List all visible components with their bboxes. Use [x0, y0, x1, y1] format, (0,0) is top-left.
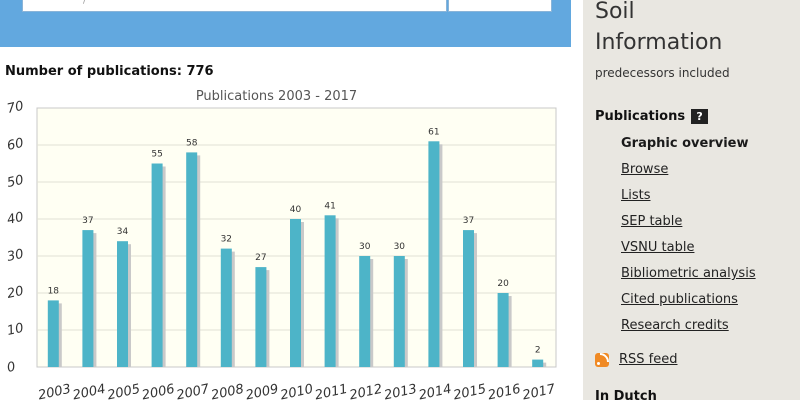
bar	[532, 359, 544, 367]
data-label: 20	[497, 279, 509, 289]
y-tick-label: 30	[6, 247, 25, 265]
bar	[359, 256, 371, 367]
bar	[47, 300, 59, 367]
sidebar-nav-link[interactable]: Cited publications	[621, 292, 738, 307]
sidebar-title-line1: Soil	[595, 0, 635, 24]
rss-feed-link[interactable]: RSS feed	[619, 352, 678, 367]
x-tick-label: 2017	[521, 382, 557, 400]
search-band: /	[0, 0, 571, 47]
data-label: 58	[186, 138, 198, 148]
data-label: 18	[48, 286, 60, 296]
sidebar-nav-link[interactable]: VSNU table	[621, 240, 695, 255]
help-icon[interactable]: ?	[691, 109, 709, 124]
data-label: 61	[428, 127, 439, 137]
sidebar-nav-link[interactable]: Bibliometric analysis	[621, 266, 756, 281]
y-tick-label: 50	[6, 173, 25, 191]
x-tick-label: 2006	[141, 382, 176, 400]
search-button[interactable]	[448, 0, 552, 12]
data-label: 30	[359, 242, 371, 252]
y-tick-label: 20	[6, 284, 25, 302]
y-tick-label: 40	[6, 210, 25, 228]
x-tick-label: 2010	[279, 382, 314, 400]
publication-count: Number of publications: 776	[5, 64, 214, 79]
rss-icon	[595, 352, 609, 367]
bar	[290, 219, 301, 367]
bar	[82, 230, 94, 367]
data-label: 37	[82, 216, 93, 226]
sidebar-title: Soil Information	[595, 0, 722, 58]
sidebar-nav-item[interactable]: Lists	[621, 188, 756, 214]
y-tick-label: 0	[6, 360, 17, 376]
data-label: 32	[221, 235, 232, 245]
bar	[463, 230, 474, 367]
data-label: 40	[290, 205, 302, 215]
sidebar-nav-link[interactable]: Research credits	[621, 318, 729, 333]
sidebar-nav-label[interactable]: Graphic overview	[621, 136, 749, 151]
sidebar-nav-item[interactable]: SEP table	[621, 214, 756, 240]
data-label: 34	[117, 227, 129, 237]
publications-chart: Publications 2003 - 2017 0 10 20 30 40 50 60 70 1…	[0, 84, 571, 400]
y-tick-label: 10	[6, 321, 25, 339]
search-input-text: /	[83, 0, 87, 6]
data-label: 30	[394, 242, 406, 252]
bar	[324, 215, 336, 367]
sidebar-nav-link[interactable]: Browse	[621, 162, 669, 177]
sidebar-nav-link[interactable]: Lists	[621, 188, 651, 203]
sidebar-nav-item[interactable]: Research credits	[621, 318, 756, 344]
sidebar-nav-item[interactable]: Graphic overview	[621, 136, 756, 162]
x-tick-label: 2015	[452, 382, 487, 400]
data-label: 55	[151, 150, 162, 160]
sidebar: Soil Information predecessors included P…	[583, 0, 800, 400]
chart-title: Publications 2003 - 2017	[196, 89, 357, 104]
x-tick-label: 2009	[244, 382, 279, 400]
bar	[255, 267, 267, 367]
x-tick-label: 2013	[383, 382, 418, 400]
x-tick-label: 2011	[314, 382, 349, 400]
x-tick-label: 2007	[175, 382, 211, 400]
y-tick-label: 70	[6, 99, 25, 117]
x-tick-label: 2016	[487, 382, 522, 400]
in-dutch-heading: In Dutch	[595, 389, 657, 400]
bar	[497, 293, 509, 367]
publications-heading-label: Publications	[595, 109, 686, 124]
bar	[151, 163, 163, 367]
x-tick-label: 2004	[71, 382, 106, 400]
sidebar-nav: Graphic overview Browse Lists SEP table VSNU…	[621, 136, 756, 344]
sidebar-nav-item[interactable]: VSNU table	[621, 240, 756, 266]
bar	[117, 241, 128, 367]
bar	[393, 256, 405, 367]
y-tick-label: 60	[6, 136, 25, 154]
bar	[186, 152, 198, 367]
sidebar-title-line2: Information	[595, 30, 723, 55]
x-tick-label: 2005	[106, 382, 141, 400]
bar	[220, 248, 232, 367]
data-label: 2	[535, 346, 541, 356]
sidebar-subtitle: predecessors included	[595, 66, 730, 80]
search-input[interactable]: /	[22, 0, 447, 12]
publication-count-value: 776	[186, 64, 214, 79]
data-label: 41	[324, 201, 335, 211]
publications-chart-svg: Publications 2003 - 2017 0 10 20 30 40 50 60 70 1…	[6, 89, 558, 400]
sidebar-publications-heading: Publications ?	[595, 109, 709, 124]
x-tick-label: 2014	[417, 382, 452, 400]
sidebar-nav-item[interactable]: Browse	[621, 162, 756, 188]
bar	[428, 141, 440, 367]
sidebar-nav-item[interactable]: Bibliometric analysis	[621, 266, 756, 292]
sidebar-nav-link[interactable]: SEP table	[621, 214, 683, 229]
x-tick-label: 2008	[210, 382, 245, 400]
sidebar-nav-item[interactable]: Cited publications	[621, 292, 756, 318]
data-label: 27	[255, 253, 266, 263]
data-label: 37	[463, 216, 474, 226]
x-tick-label: 2012	[348, 382, 383, 400]
x-tick-label: 2003	[37, 382, 72, 400]
publication-count-label: Number of publications:	[5, 64, 182, 79]
rss-feed[interactable]: RSS feed	[595, 352, 678, 367]
